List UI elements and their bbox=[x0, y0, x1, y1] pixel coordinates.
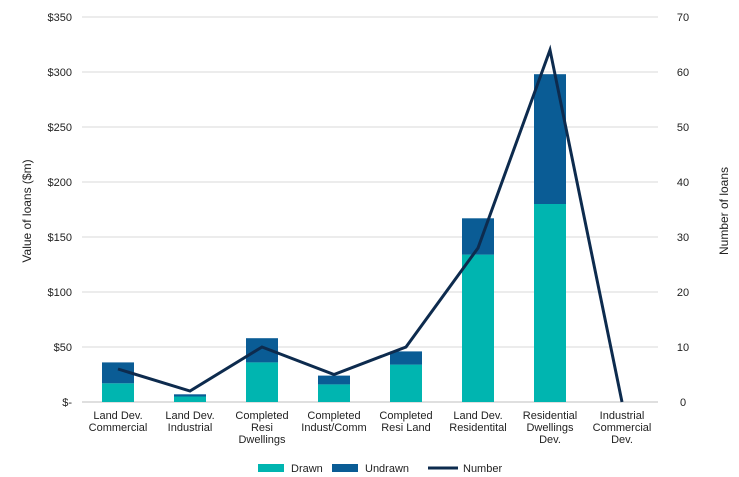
y-tick-label: $- bbox=[62, 397, 72, 409]
bar-drawn bbox=[174, 396, 206, 402]
bar-drawn bbox=[462, 254, 494, 402]
bar-drawn bbox=[390, 364, 422, 402]
bar-undrawn bbox=[390, 351, 422, 365]
x-category-label: Industrial Commercial Dev. bbox=[593, 410, 652, 446]
legend-swatch-drawn bbox=[258, 464, 284, 472]
right-axis-ticks: 0 10 20 30 40 50 60 70 bbox=[677, 12, 689, 409]
x-category-label: Land Dev. Residentital bbox=[449, 410, 506, 434]
right-axis-title: Number of loans bbox=[717, 167, 731, 255]
y-tick-label: $200 bbox=[48, 177, 72, 189]
bar-drawn bbox=[102, 383, 134, 402]
legend-label-number: Number bbox=[463, 463, 502, 475]
x-category-label: Completed Resi Dwellings bbox=[235, 410, 288, 446]
x-category-label: Land Dev. Commercial bbox=[89, 410, 148, 434]
x-category-label: Completed Indust/Comm bbox=[301, 410, 366, 434]
y2-tick-label: 40 bbox=[677, 177, 689, 189]
bar-undrawn bbox=[318, 375, 350, 385]
bar-drawn bbox=[534, 204, 566, 402]
y-tick-label: $350 bbox=[48, 12, 72, 24]
bar-drawn bbox=[318, 384, 350, 402]
left-axis-title: Value of loans ($m) bbox=[20, 159, 34, 262]
y2-tick-label: 30 bbox=[677, 232, 689, 244]
gridlines bbox=[82, 16, 658, 403]
left-axis-ticks: $- $50 $100 $150 $200 $250 $300 $350 bbox=[48, 12, 73, 409]
category-labels: Land Dev. Commercial Land Dev. Industrial Co… bbox=[89, 410, 652, 446]
bar-drawn bbox=[246, 362, 278, 402]
number-series-line bbox=[117, 44, 624, 403]
x-category-label: Land Dev. Industrial bbox=[165, 410, 214, 434]
y-tick-label: $50 bbox=[54, 342, 72, 354]
y2-tick-label: 50 bbox=[677, 122, 689, 134]
y2-tick-label: 10 bbox=[677, 342, 689, 354]
bars bbox=[102, 74, 566, 402]
bar-undrawn bbox=[102, 362, 134, 384]
y-tick-label: $250 bbox=[48, 122, 72, 134]
x-category-label: Residential Dwellings Dev. bbox=[523, 410, 577, 446]
y2-tick-label: 0 bbox=[680, 397, 686, 409]
y-tick-label: $150 bbox=[48, 232, 72, 244]
legend-swatch-undrawn bbox=[332, 464, 358, 472]
legend-label-undrawn: Undrawn bbox=[365, 463, 409, 475]
number-line bbox=[117, 44, 624, 403]
y2-tick-label: 70 bbox=[677, 12, 689, 24]
y-tick-label: $100 bbox=[48, 287, 72, 299]
y-tick-label: $300 bbox=[48, 67, 72, 79]
bar-undrawn bbox=[174, 394, 206, 397]
bar-undrawn bbox=[534, 74, 566, 204]
y2-tick-label: 20 bbox=[677, 287, 689, 299]
legend: Drawn Undrawn Number bbox=[258, 463, 502, 475]
x-category-label: Completed Resi Land bbox=[379, 410, 432, 434]
legend-label-drawn: Drawn bbox=[291, 463, 323, 475]
y2-tick-label: 60 bbox=[677, 67, 689, 79]
